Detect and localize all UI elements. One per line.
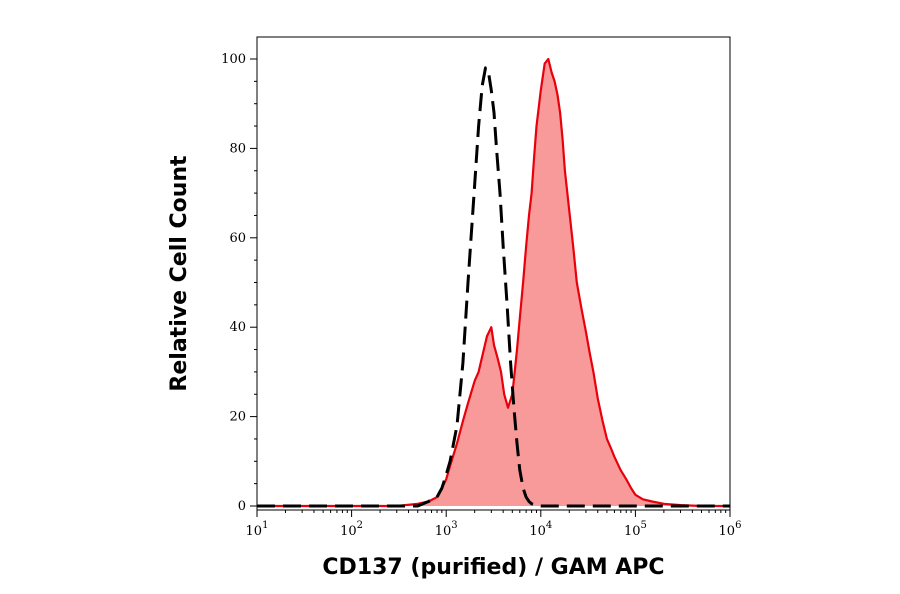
y-axis: 0 20 40 60 80 100 [221,52,257,514]
x-tick-label: 101 [246,520,269,539]
y-tick-label: 20 [229,410,246,425]
x-axis-title: CD137 (purified) / GAM APC [322,555,664,580]
series-fill-0 [257,59,730,506]
series-layer [257,57,730,508]
plot-frame [256,36,731,511]
y-tick-label: 80 [229,141,246,156]
x-axis: 101 102 103 104 105 106 [246,510,742,539]
series-dashed-line-1 [257,66,730,508]
y-tick-label: 0 [238,499,246,514]
x-tick-label: 105 [624,520,647,539]
x-tick-label: 106 [719,520,742,539]
series-line-0 [257,57,730,508]
x-tick-label: 102 [340,520,363,539]
y-tick-label: 40 [229,320,246,335]
x-tick-label: 104 [529,520,552,539]
x-tick-label: 103 [435,520,458,539]
y-tick-label: 60 [229,231,246,246]
y-tick-label: 100 [221,52,246,67]
y-axis-title: Relative Cell Count [167,155,192,392]
